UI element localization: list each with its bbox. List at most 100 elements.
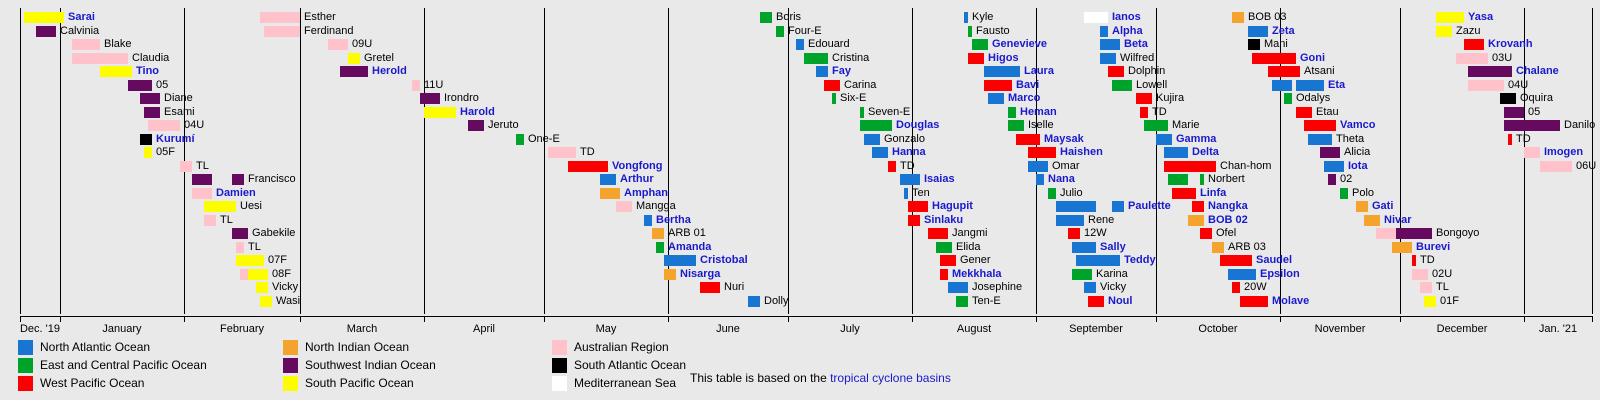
storm-bar [1168, 174, 1188, 185]
month-boundary-line [20, 8, 21, 314]
storm-bar [1500, 93, 1516, 104]
storm-label[interactable]: Higos [988, 52, 1019, 64]
storm-label[interactable]: Zeta [1272, 25, 1295, 37]
storm-label[interactable]: Sinlaku [924, 214, 964, 226]
storm-label[interactable]: Bavi [1016, 79, 1040, 91]
storm-bar [1100, 39, 1120, 50]
storm-bar [204, 201, 236, 212]
storm-label[interactable]: Epsilon [1260, 268, 1300, 280]
storm-label[interactable]: Goni [1300, 52, 1326, 64]
storm-bar [1156, 134, 1172, 145]
storm-label[interactable]: Genevieve [992, 38, 1048, 50]
storm-label[interactable]: Burevi [1416, 241, 1451, 253]
storm-label[interactable]: Molave [1272, 295, 1310, 307]
storm-label[interactable]: Amanda [668, 241, 712, 253]
storm-label[interactable]: Alpha [1112, 25, 1143, 37]
storm-label[interactable]: Yasa [1468, 11, 1494, 23]
storm-label[interactable]: Hanna [892, 146, 926, 158]
storm-label[interactable]: Haishen [1060, 146, 1103, 158]
storm-label: 06U [1576, 160, 1597, 172]
storm-label[interactable]: Paulette [1128, 200, 1171, 212]
storm-label[interactable]: Sally [1100, 241, 1126, 253]
storm-label[interactable]: Hagupit [932, 200, 973, 212]
storm-label[interactable]: Douglas [896, 119, 940, 131]
month-boundary-line [300, 8, 301, 314]
storm-label: Francisco [248, 173, 296, 185]
storm-label: 07F [268, 254, 287, 266]
storm-bar [656, 242, 664, 253]
storm-label[interactable]: Nangka [1208, 200, 1248, 212]
storm-bar [804, 53, 828, 64]
storm-label[interactable]: Beta [1124, 38, 1148, 50]
storm-label: TD [1420, 254, 1435, 266]
storm-bar [1228, 269, 1256, 280]
storm-label[interactable]: Marco [1008, 92, 1041, 104]
storm-label: 08F [272, 268, 291, 280]
storm-label[interactable]: Nana [1048, 173, 1075, 185]
storm-label[interactable]: Tino [136, 65, 160, 77]
storm-bar [664, 255, 696, 266]
storm-label[interactable]: Vamco [1340, 119, 1376, 131]
storm-label[interactable]: Imogen [1544, 146, 1584, 158]
basins-link[interactable]: tropical cyclone basins [830, 371, 951, 385]
storm-label[interactable]: BOB 02 [1208, 214, 1248, 226]
storm-bar [860, 107, 864, 118]
storm-bar [1028, 161, 1048, 172]
storm-label[interactable]: Isaias [924, 173, 955, 185]
storm-label: Uesi [240, 200, 263, 212]
month-label: July [840, 323, 860, 335]
storm-label[interactable]: Krovanh [1488, 38, 1533, 50]
storm-label[interactable]: Nisarga [680, 268, 721, 280]
storm-bar [1100, 53, 1116, 64]
storm-label[interactable]: Linfa [1200, 187, 1227, 199]
month-label: March [346, 323, 378, 335]
storm-label[interactable]: Heman [1020, 106, 1057, 118]
storm-label[interactable]: Mekkhala [952, 268, 1002, 280]
storm-label[interactable]: Amphan [624, 187, 668, 199]
storm-label: Esther [304, 11, 336, 23]
storm-label[interactable]: Damien [216, 187, 256, 199]
storm-label[interactable]: Bertha [656, 214, 691, 226]
storm-label[interactable]: Noul [1108, 295, 1133, 307]
axis-tick [20, 316, 21, 322]
storm-bar [36, 26, 56, 37]
axis-tick [788, 316, 789, 322]
storm-label: Ofel [1216, 227, 1237, 239]
storm-label[interactable]: Harold [460, 106, 495, 118]
legend-label-n_atlantic: North Atlantic Ocean [40, 340, 151, 354]
storm-label[interactable]: Arthur [620, 173, 654, 185]
storm-label[interactable]: Delta [1192, 146, 1219, 158]
storm-label[interactable]: Gati [1372, 200, 1394, 212]
storm-label[interactable]: Saudel [1256, 254, 1293, 266]
storm-bar [1504, 120, 1560, 131]
storm-label[interactable]: Eta [1328, 79, 1346, 91]
storm-label[interactable]: Maysak [1044, 133, 1084, 145]
storm-label[interactable]: Iota [1348, 160, 1368, 172]
storm-label: Fausto [976, 25, 1010, 37]
storm-label: Vicky [1100, 281, 1127, 293]
storm-label[interactable]: Gamma [1176, 133, 1217, 145]
storm-bar [1376, 228, 1396, 239]
storm-label[interactable]: Chalane [1516, 65, 1559, 77]
storm-label[interactable]: Fay [832, 65, 851, 77]
storm-label[interactable]: Kurumí [156, 133, 195, 145]
storm-label: Cristina [832, 52, 870, 64]
storm-label[interactable]: Cristobal [700, 254, 748, 266]
storm-label: Danilo [1564, 119, 1596, 131]
storm-label[interactable]: Vongfong [612, 160, 663, 172]
storm-bar [1252, 53, 1296, 64]
storm-bar [1056, 215, 1084, 226]
storm-label: Ten-E [972, 295, 1001, 307]
storm-bar [1504, 107, 1524, 118]
storm-label[interactable]: Ianos [1112, 11, 1141, 23]
storm-bar [928, 228, 948, 239]
storm-label[interactable]: Sarai [68, 11, 95, 23]
storm-label[interactable]: Teddy [1124, 254, 1156, 266]
storm-bar [1048, 188, 1056, 199]
storm-label: 11U [424, 79, 444, 91]
month-label: January [102, 323, 142, 335]
storm-label[interactable]: Nivar [1384, 214, 1412, 226]
storm-label[interactable]: Laura [1024, 65, 1054, 77]
storm-label[interactable]: Herold [372, 65, 407, 77]
